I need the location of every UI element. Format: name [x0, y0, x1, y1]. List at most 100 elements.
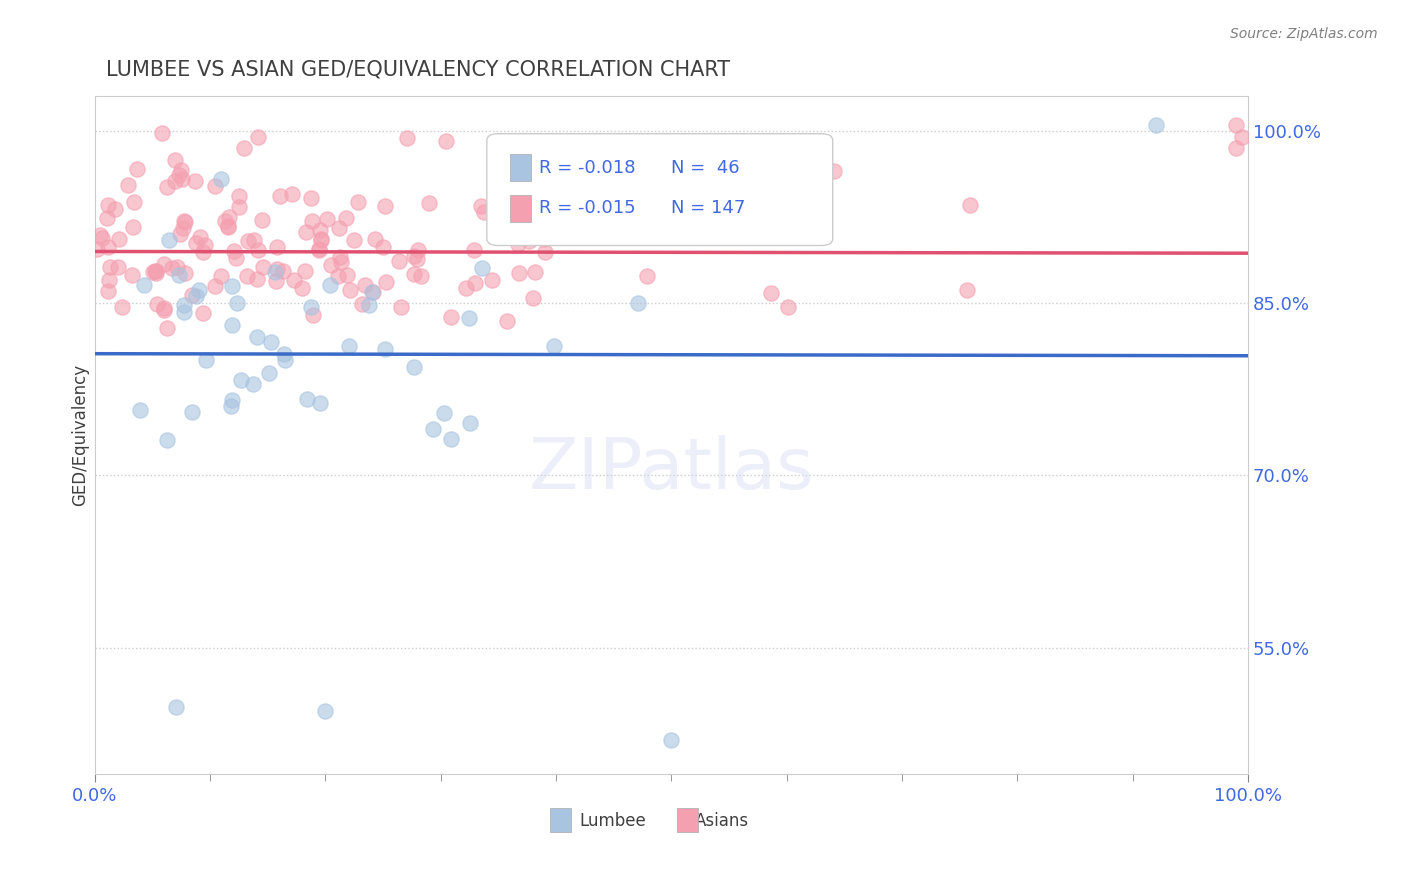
Text: N =  46: N = 46	[671, 159, 740, 177]
Point	[433, 406, 456, 420]
Point	[169, 268, 191, 282]
Point	[266, 240, 288, 254]
Point	[374, 198, 396, 212]
Point	[232, 141, 254, 155]
Point	[389, 300, 412, 314]
Point	[221, 318, 243, 332]
Point	[291, 281, 314, 295]
Text: LUMBEE VS ASIAN GED/EQUIVALENCY CORRELATION CHART: LUMBEE VS ASIAN GED/EQUIVALENCY CORRELAT…	[107, 60, 731, 79]
Point	[463, 243, 485, 257]
Point	[352, 297, 374, 311]
Text: Asians: Asians	[695, 813, 748, 830]
Point	[823, 163, 845, 178]
Point	[107, 260, 129, 274]
Point	[299, 300, 322, 314]
Point	[247, 244, 270, 258]
Point	[411, 268, 433, 283]
Point	[363, 285, 385, 300]
Point	[191, 306, 214, 320]
Text: R = -0.018: R = -0.018	[538, 159, 636, 177]
Point	[330, 255, 353, 269]
Point	[86, 243, 108, 257]
Point	[458, 311, 481, 326]
Point	[228, 200, 250, 214]
Point	[337, 339, 360, 353]
Point	[145, 263, 167, 277]
Point	[111, 300, 134, 314]
Point	[339, 283, 361, 297]
Point	[250, 212, 273, 227]
Point	[318, 278, 340, 293]
Bar	[510, 194, 530, 222]
Point	[221, 393, 243, 408]
Point	[97, 198, 120, 212]
Point	[294, 225, 316, 239]
Point	[456, 280, 478, 294]
Point	[242, 233, 264, 247]
Point	[308, 242, 330, 256]
Point	[236, 234, 259, 248]
Point	[283, 273, 305, 287]
Point	[226, 296, 249, 310]
Point	[959, 198, 981, 212]
Bar	[678, 808, 697, 831]
Point	[97, 273, 120, 287]
Point	[627, 296, 650, 310]
Point	[464, 277, 486, 291]
Point	[328, 268, 350, 283]
Point	[308, 396, 330, 410]
Point	[173, 214, 195, 228]
Point	[517, 235, 540, 249]
Point	[169, 227, 191, 241]
Point	[96, 211, 118, 226]
Point	[404, 267, 426, 281]
Point	[153, 257, 176, 271]
Point	[132, 278, 155, 293]
Point	[422, 422, 444, 436]
Point	[335, 211, 357, 225]
Point	[122, 219, 145, 234]
Point	[264, 264, 287, 278]
Point	[173, 298, 195, 312]
Point	[122, 195, 145, 210]
Point	[266, 262, 288, 277]
Point	[316, 211, 339, 226]
Point	[246, 272, 269, 286]
Point	[440, 432, 463, 446]
Point	[145, 297, 167, 311]
Point	[194, 237, 217, 252]
Point	[246, 129, 269, 144]
Point	[470, 199, 492, 213]
Point	[98, 260, 121, 275]
Point	[152, 302, 174, 317]
Point	[374, 275, 396, 289]
Point	[170, 162, 193, 177]
Point	[142, 265, 165, 279]
Point	[214, 213, 236, 227]
Point	[297, 392, 319, 407]
Text: Source: ZipAtlas.com: Source: ZipAtlas.com	[1230, 27, 1378, 41]
Point	[204, 278, 226, 293]
Text: Lumbee: Lumbee	[579, 813, 645, 830]
Point	[357, 298, 380, 312]
Point	[260, 335, 283, 350]
Point	[269, 189, 291, 203]
Point	[228, 189, 250, 203]
Point	[221, 278, 243, 293]
Point	[128, 403, 150, 417]
Point	[184, 235, 207, 250]
Point	[166, 260, 188, 275]
Point	[1225, 141, 1247, 155]
Point	[127, 161, 149, 176]
Point	[759, 285, 782, 300]
Point	[955, 283, 977, 297]
Point	[636, 268, 658, 283]
Point	[374, 343, 396, 357]
Point	[97, 240, 120, 254]
Point	[121, 268, 143, 282]
Point	[188, 229, 211, 244]
Point	[165, 700, 187, 714]
Point	[309, 232, 332, 246]
Text: N = 147: N = 147	[671, 199, 745, 218]
Text: ZIPatlas: ZIPatlas	[529, 434, 814, 504]
